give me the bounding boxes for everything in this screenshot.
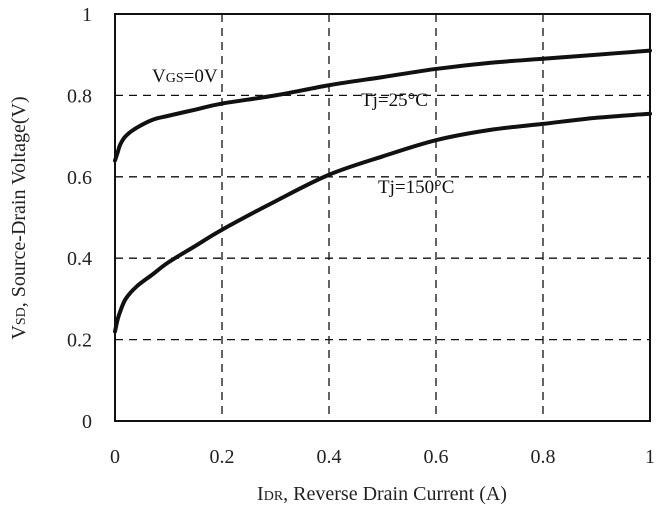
x-tick-label: 0 (110, 446, 120, 468)
grid-lines (115, 14, 650, 421)
vgs-annotation: VGS=0V (152, 66, 218, 87)
y-tick-label: 0.6 (67, 167, 92, 189)
x-tick-label: 0.8 (531, 446, 556, 468)
tj25-annotation: Tj=25°C (361, 90, 428, 111)
series-line-tj-25c (113, 48, 652, 163)
x-tick-label: 0.4 (317, 446, 342, 468)
tick-labels: 0 0.2 0.4 0.6 0.8 1 0 0.2 0.4 0.6 0.8 1 (67, 4, 655, 468)
y-tick-label: 0.8 (67, 85, 92, 107)
x-tick-label: 0.2 (210, 446, 235, 468)
x-tick-label: 0.6 (424, 446, 449, 468)
y-axis-label: VSD, Source-Drain Voltage(V) (8, 96, 30, 339)
series-line-tj-150c (113, 111, 652, 334)
y-tick-label: 0 (82, 411, 92, 433)
tj150-annotation: Tj=150°C (378, 177, 454, 198)
y-tick-label: 0.2 (67, 330, 92, 352)
y-tick-label: 0.4 (67, 248, 92, 270)
series-curves (113, 48, 652, 334)
y-tick-label: 1 (82, 4, 92, 26)
x-tick-label: 1 (645, 446, 655, 468)
plot-frame (114, 13, 651, 422)
x-axis-label: IDR, Reverse Drain Current (A) (257, 483, 507, 505)
